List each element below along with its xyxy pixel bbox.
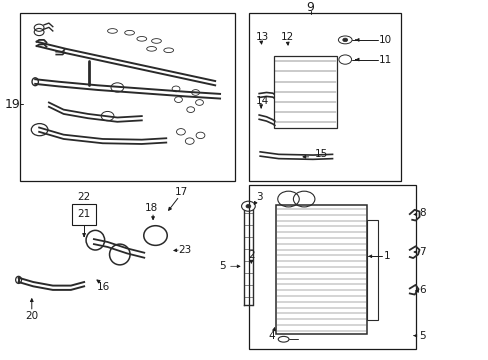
Text: 12: 12 — [280, 32, 293, 42]
Text: 2: 2 — [247, 250, 254, 260]
Text: 5: 5 — [419, 331, 426, 341]
Circle shape — [245, 204, 250, 208]
Bar — [249, 13, 400, 181]
Bar — [366, 220, 377, 320]
Text: 22: 22 — [77, 192, 91, 202]
Text: 16: 16 — [97, 282, 110, 292]
Text: 10: 10 — [378, 35, 391, 45]
Circle shape — [342, 38, 347, 42]
Bar — [273, 56, 337, 127]
Text: 13: 13 — [256, 32, 269, 42]
Text: 11: 11 — [378, 55, 391, 64]
Text: 14: 14 — [256, 96, 269, 106]
Text: 6: 6 — [419, 285, 426, 295]
Text: 3: 3 — [255, 192, 262, 202]
Text: 18: 18 — [144, 203, 158, 213]
Text: 20: 20 — [25, 311, 38, 321]
Text: 9: 9 — [306, 1, 314, 14]
Bar — [72, 204, 96, 225]
Text: 23: 23 — [178, 245, 191, 255]
Text: 7: 7 — [419, 247, 426, 257]
Text: 4: 4 — [268, 331, 275, 341]
Text: 15: 15 — [314, 149, 327, 159]
Text: 19: 19 — [4, 98, 20, 111]
Bar — [276, 206, 366, 334]
Bar — [20, 13, 234, 181]
Text: 17: 17 — [175, 187, 188, 197]
Text: 8: 8 — [419, 208, 426, 219]
Text: 1: 1 — [383, 251, 390, 261]
Bar — [249, 185, 415, 349]
Text: 5: 5 — [219, 261, 225, 271]
Text: 21: 21 — [77, 209, 91, 219]
